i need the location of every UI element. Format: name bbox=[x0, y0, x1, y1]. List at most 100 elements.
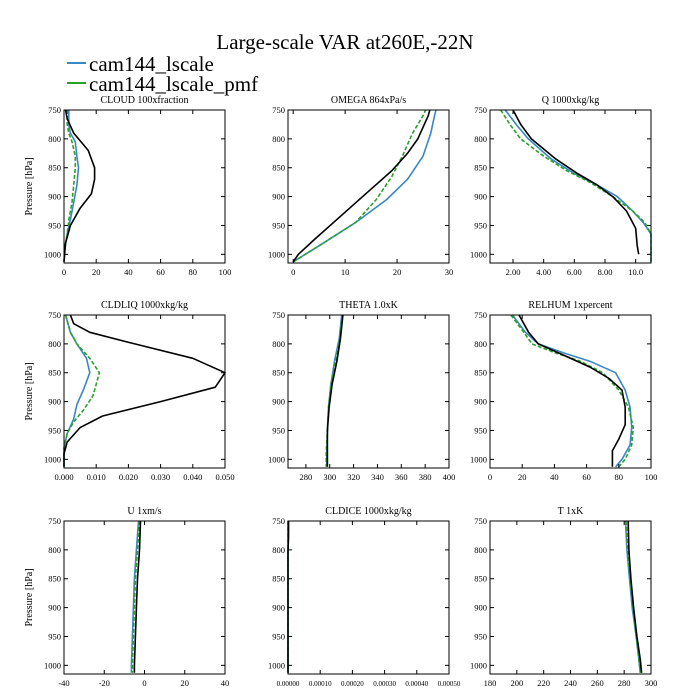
x-tick-label: -40 bbox=[58, 678, 69, 688]
y-tick-label: 850 bbox=[272, 163, 285, 173]
series-line-unlabeled bbox=[63, 109, 96, 262]
x-tick-label: 0 bbox=[488, 472, 492, 482]
legend-label-lscale: cam144_lscale bbox=[89, 52, 214, 76]
y-tick-label: 1000 bbox=[470, 660, 487, 670]
panel-title: RELHUM 1xpercent bbox=[528, 300, 612, 311]
x-tick-label: 360 bbox=[395, 472, 408, 482]
y-tick-label: 1000 bbox=[44, 660, 61, 670]
x-tick-label: 60 bbox=[582, 472, 591, 482]
x-tick-label: 0 bbox=[142, 678, 146, 688]
panel-title: Q 1000xkg/kg bbox=[542, 95, 600, 106]
series-line-cam144-lscale bbox=[130, 520, 140, 673]
y-tick-label: 900 bbox=[272, 192, 285, 202]
plot-frame bbox=[63, 109, 226, 264]
y-tick-label: 850 bbox=[474, 368, 487, 378]
x-tick-label: 20 bbox=[518, 472, 527, 482]
x-tick-label: 40 bbox=[124, 267, 133, 277]
y-tick-label: 800 bbox=[48, 339, 61, 349]
series-line-unlabeled bbox=[512, 109, 640, 255]
x-tick-label: 100 bbox=[645, 472, 658, 482]
series-line-unlabeled bbox=[292, 109, 431, 263]
x-tick-label: 0.000 bbox=[54, 472, 73, 482]
panel-title: T 1xK bbox=[558, 506, 584, 517]
panel-title: CLDLIQ 1000xkg/kg bbox=[101, 300, 188, 311]
x-tick-label: 8.00 bbox=[598, 267, 613, 277]
panel-title: CLDICE 1000xkg/kg bbox=[325, 506, 411, 517]
x-tick-label: 0.040 bbox=[183, 472, 202, 482]
x-tick-label: 0 bbox=[291, 267, 295, 277]
y-tick-label: 1000 bbox=[470, 249, 487, 259]
y-tick-label: 900 bbox=[48, 603, 61, 613]
x-tick-label: 220 bbox=[537, 678, 550, 688]
y-tick-label: 750 bbox=[48, 516, 61, 526]
panel-title: OMEGA 864xPa/s bbox=[331, 95, 406, 106]
x-tick-label: 320 bbox=[347, 472, 360, 482]
y-tick-label: 950 bbox=[272, 631, 285, 641]
y-axis-label: Pressure [hPa] bbox=[24, 157, 35, 215]
plot-frame bbox=[63, 520, 226, 675]
x-tick-label: 30 bbox=[445, 267, 454, 277]
x-tick-label: 80 bbox=[615, 472, 624, 482]
x-tick-label: 60 bbox=[156, 267, 165, 277]
panel-9: T 1xK 750 800 850 900 950 1000 180 200 220 240 260 2… bbox=[470, 506, 657, 688]
y-tick-label: 850 bbox=[272, 368, 285, 378]
panel-8: CLDICE 1000xkg/kg 750 800 850 900 950 1000 0.00… bbox=[268, 506, 461, 688]
x-tick-label: 0.00020 bbox=[341, 680, 364, 688]
y-tick-label: 850 bbox=[272, 574, 285, 584]
series-line-unlabeled bbox=[133, 520, 142, 673]
panel-4: CLDLIQ 1000xkg/kg Pressure [hPa] 750 800 850… bbox=[24, 300, 235, 482]
y-tick-label: 900 bbox=[474, 192, 487, 202]
panel-title: U 1xm/s bbox=[127, 506, 161, 517]
y-tick-label: 900 bbox=[272, 603, 285, 613]
y-tick-label: 900 bbox=[474, 397, 487, 407]
x-tick-label: 20 bbox=[92, 267, 101, 277]
x-tick-label: 0.00000 bbox=[277, 680, 300, 688]
y-tick-label: 800 bbox=[474, 339, 487, 349]
x-tick-label: 240 bbox=[564, 678, 577, 688]
x-tick-label: 280 bbox=[618, 678, 631, 688]
series-line-cam144-lscale-pmf bbox=[131, 520, 141, 673]
x-tick-label: 20 bbox=[181, 678, 190, 688]
x-tick-label: 0.00040 bbox=[405, 680, 428, 688]
x-tick-label: 0.00050 bbox=[438, 680, 461, 688]
panel-3: Q 1000xkg/kg 750 800 850 900 950 1000 2.00 4.00 6… bbox=[470, 95, 652, 277]
y-tick-label: 800 bbox=[474, 545, 487, 555]
y-tick-label: 750 bbox=[48, 105, 61, 115]
y-tick-label: 1000 bbox=[268, 660, 285, 670]
series-line-cam144-lscale-pmf bbox=[510, 314, 635, 468]
y-tick-label: 800 bbox=[48, 134, 61, 144]
x-tick-label: 300 bbox=[323, 472, 336, 482]
panel-7: U 1xm/s Pressure [hPa] 750 800 850 900 950 1000… bbox=[24, 506, 229, 688]
x-tick-label: 10.0 bbox=[628, 267, 643, 277]
y-tick-label: 950 bbox=[474, 220, 487, 230]
x-tick-label: 0.00030 bbox=[373, 680, 396, 688]
x-tick-label: 0.030 bbox=[151, 472, 170, 482]
x-tick-label: 200 bbox=[510, 678, 523, 688]
series-line-cam144-lscale-pmf bbox=[292, 109, 427, 263]
y-tick-label: 800 bbox=[272, 134, 285, 144]
y-tick-label: 1000 bbox=[44, 454, 61, 464]
y-axis-label: Pressure [hPa] bbox=[24, 568, 35, 626]
plot-frame bbox=[287, 314, 450, 469]
y-tick-label: 1000 bbox=[268, 454, 285, 464]
y-tick-label: 950 bbox=[474, 631, 487, 641]
x-tick-label: 300 bbox=[645, 678, 658, 688]
y-tick-label: 950 bbox=[48, 631, 61, 641]
series-line-cam144-lscale bbox=[511, 314, 633, 468]
y-tick-label: 850 bbox=[474, 574, 487, 584]
y-tick-label: 1000 bbox=[268, 249, 285, 259]
panel-5: THETA 1.0xK 750 800 850 900 950 1000 280 300 320 3… bbox=[268, 300, 455, 482]
y-tick-label: 750 bbox=[272, 516, 285, 526]
x-tick-label: 400 bbox=[443, 472, 456, 482]
x-tick-label: 0.010 bbox=[87, 472, 106, 482]
x-tick-label: -20 bbox=[99, 678, 110, 688]
panel-title: CLOUD 100xfraction bbox=[100, 95, 188, 106]
y-tick-label: 800 bbox=[474, 134, 487, 144]
x-tick-label: 80 bbox=[189, 267, 198, 277]
y-tick-label: 1000 bbox=[470, 454, 487, 464]
y-tick-label: 750 bbox=[474, 516, 487, 526]
y-tick-label: 1000 bbox=[44, 249, 61, 259]
